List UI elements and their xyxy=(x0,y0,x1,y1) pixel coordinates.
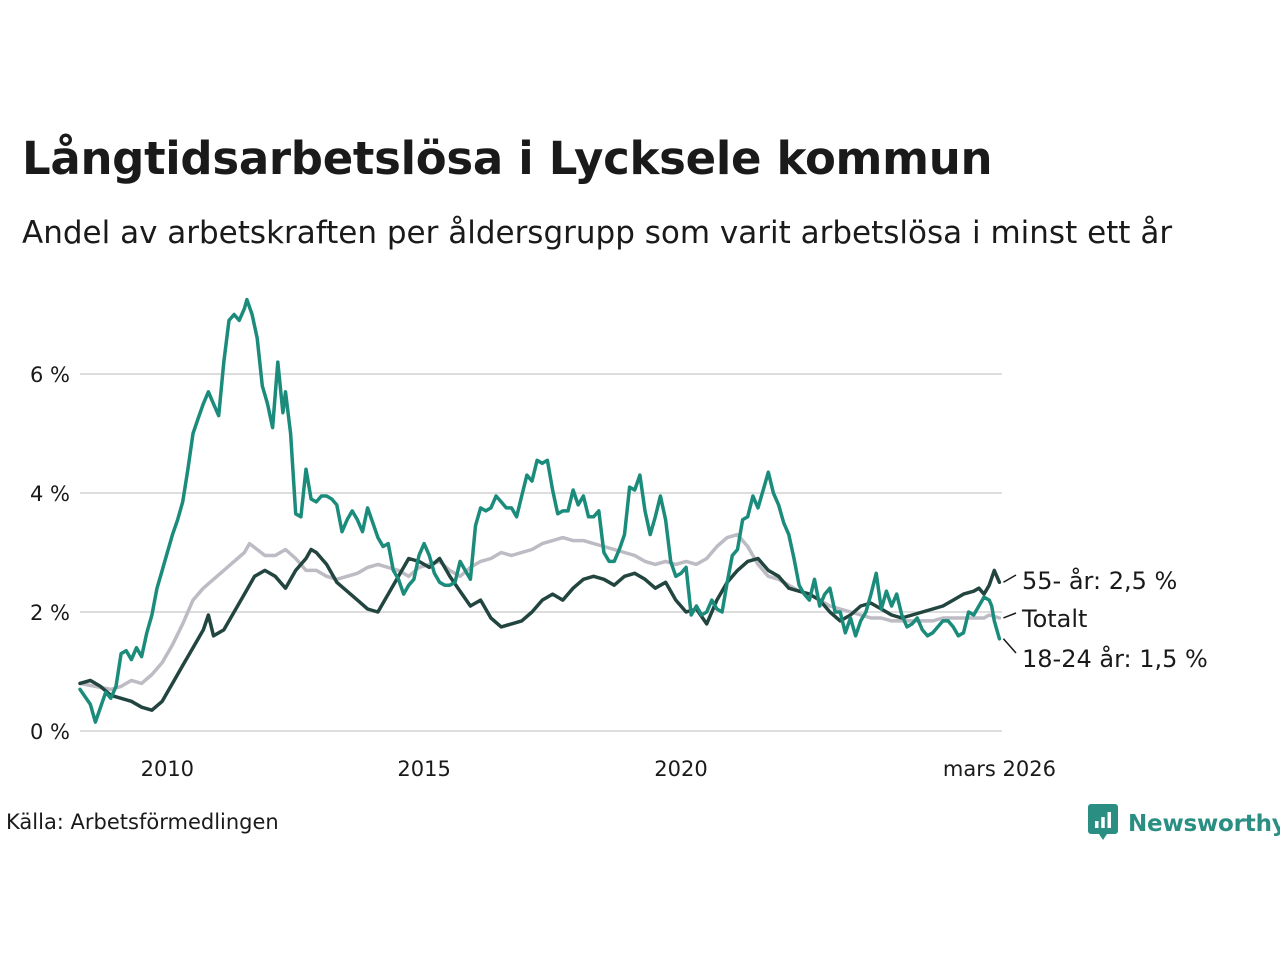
series-end-label: Totalt xyxy=(1021,605,1087,633)
brand-name: Newsworthy xyxy=(1128,811,1280,837)
x-tick-label: 2010 xyxy=(141,757,194,781)
y-tick-label: 0 % xyxy=(30,720,70,744)
chart-title: Långtidsarbetslösa i Lycksele kommun xyxy=(22,132,993,185)
leader-line xyxy=(1002,638,1017,654)
series-line-1 xyxy=(78,547,1002,712)
y-tick-label: 6 % xyxy=(30,363,70,387)
x-tick-label: mars 2026 xyxy=(943,757,1056,781)
series-line-2 xyxy=(78,297,1002,724)
leader-line xyxy=(1003,574,1017,583)
series-line-0 xyxy=(78,532,1002,692)
y-axis-ticks: 0 % 2 % 4 % 6 % xyxy=(30,363,70,744)
y-tick-label: 2 % xyxy=(30,601,70,625)
chart-subtitle: Andel av arbetskraften per åldersgrupp s… xyxy=(22,215,1173,251)
y-tick-label: 4 % xyxy=(30,482,70,506)
series-end-label: 55- år: 2,5 % xyxy=(1022,566,1177,595)
source-note: Källa: Arbetsförmedlingen xyxy=(6,810,279,834)
line-chart: 0 % 2 % 4 % 6 % 2010 2015 2020 mars 2026 Total… xyxy=(30,297,1208,781)
brand-logo[interactable]: Newsworthy xyxy=(1088,804,1280,844)
leader-line xyxy=(1003,612,1017,619)
newsworthy-logo-icon xyxy=(1088,804,1118,844)
series-end-label: 18-24 år: 1,5 % xyxy=(1022,644,1208,673)
gridlines xyxy=(80,373,1002,732)
x-tick-label: 2015 xyxy=(397,757,450,781)
series-end-labels: Totalt 55- år: 2,5 % 18-24 år: 1,5 % xyxy=(1002,566,1208,673)
x-tick-label: 2020 xyxy=(654,757,707,781)
x-axis-ticks: 2010 2015 2020 mars 2026 xyxy=(141,757,1056,781)
series-lines xyxy=(78,297,1002,724)
